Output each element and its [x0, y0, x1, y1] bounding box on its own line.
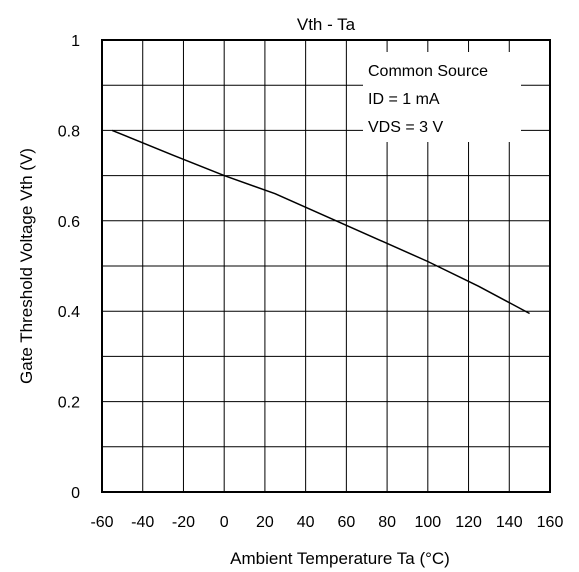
- y-tick-label: 0.2: [58, 395, 80, 412]
- series-layer: [111, 129, 530, 315]
- x-tick-label: 100: [414, 514, 441, 531]
- y-tick-label: 0.4: [58, 304, 80, 321]
- chart-title: Vth - Ta: [297, 15, 356, 34]
- x-tick-label: 20: [256, 514, 274, 531]
- x-tick-label: 140: [496, 514, 523, 531]
- x-tick-label: -20: [172, 514, 195, 531]
- x-tick-label: 120: [455, 514, 482, 531]
- x-axis-tick-labels: -60 -40 -20 0 20 40 60 80 100 120 140 160: [90, 514, 563, 531]
- y-axis-title: Gate Threshold Voltage Vth (V): [17, 148, 36, 384]
- x-tick-label: 60: [337, 514, 355, 531]
- annotation-line: Common Source: [368, 63, 488, 80]
- annotation-box: Common Source ID = 1 mA VDS = 3 V: [363, 52, 521, 142]
- plot-area-border: [101, 39, 551, 493]
- y-tick-label: 0.6: [58, 214, 80, 231]
- y-tick-label: 1: [71, 33, 80, 50]
- x-tick-label: -40: [131, 514, 154, 531]
- x-axis-title: Ambient Temperature Ta (°C): [230, 549, 450, 568]
- x-tick-label: 0: [220, 514, 229, 531]
- annotation-line: ID = 1 mA: [368, 91, 440, 108]
- annotation-line: VDS = 3 V: [368, 119, 443, 136]
- x-tick-label: -60: [90, 514, 113, 531]
- x-tick-label: 160: [537, 514, 564, 531]
- y-tick-label: 0: [71, 485, 80, 502]
- x-tick-label: 80: [378, 514, 396, 531]
- y-tick-label: 0.8: [58, 123, 80, 140]
- x-tick-label: 40: [297, 514, 315, 531]
- y-axis-tick-labels: 0 0.2 0.4 0.6 0.8 1: [58, 33, 80, 502]
- annotation-background: [363, 52, 521, 142]
- series-line: [111, 129, 530, 315]
